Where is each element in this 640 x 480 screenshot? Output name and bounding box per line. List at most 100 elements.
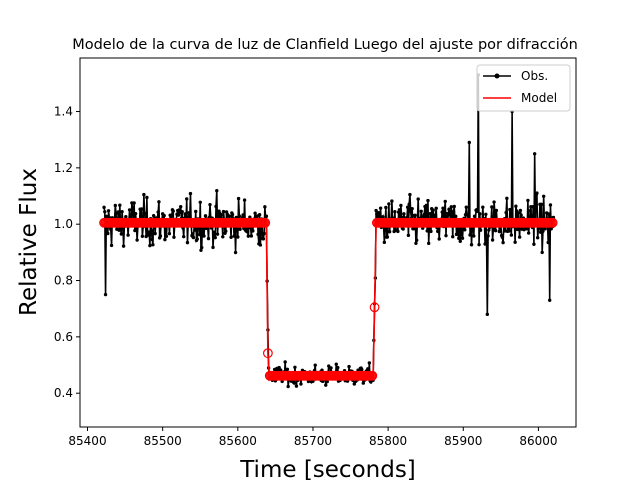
y-tick-label: 0.6 xyxy=(54,330,73,344)
obs-point xyxy=(444,233,448,238)
y-axis-label: Relative Flux xyxy=(16,168,42,316)
obs-point xyxy=(426,198,430,203)
plot-area-frame xyxy=(79,57,577,428)
obs-point xyxy=(508,207,512,212)
obs-point xyxy=(387,202,391,206)
obs-point xyxy=(103,210,107,214)
obs-point xyxy=(121,244,126,248)
obs-point xyxy=(487,228,491,232)
obs-series xyxy=(102,73,556,389)
obs-point xyxy=(185,197,189,201)
obs-point xyxy=(200,245,204,250)
obs-point xyxy=(540,250,544,255)
obs-point xyxy=(546,240,550,245)
obs-point xyxy=(148,243,152,248)
obs-point xyxy=(478,212,482,216)
obs-point xyxy=(504,210,508,215)
obs-point xyxy=(452,204,456,209)
obs-point xyxy=(548,298,552,302)
obs-point xyxy=(424,215,428,219)
legend: Obs. Model xyxy=(476,64,571,112)
y-tick-label: 0.8 xyxy=(54,274,73,288)
obs-point xyxy=(525,227,529,231)
obs-point xyxy=(500,235,505,240)
obs-point xyxy=(242,198,247,202)
obs-point xyxy=(516,211,520,215)
obs-point xyxy=(156,210,160,214)
obs-point xyxy=(236,196,241,201)
obs-point xyxy=(203,214,208,218)
obs-point xyxy=(465,212,469,217)
obs-point xyxy=(194,209,198,214)
obs-point xyxy=(458,239,462,243)
obs-point xyxy=(251,229,255,233)
obs-point xyxy=(202,234,206,238)
obs-point xyxy=(132,201,136,205)
obs-point xyxy=(399,203,403,208)
obs-point xyxy=(541,194,546,198)
obs-point xyxy=(485,312,490,317)
obs-point xyxy=(283,360,287,364)
obs-point xyxy=(214,204,218,209)
obs-point xyxy=(185,240,190,245)
obs-point xyxy=(490,205,494,209)
obs-point xyxy=(366,367,370,371)
obs-point xyxy=(535,235,540,240)
obs-point xyxy=(233,250,238,255)
obs-point xyxy=(493,228,498,233)
obs-point xyxy=(509,233,514,237)
obs-point xyxy=(442,209,447,213)
obs-point xyxy=(469,243,474,247)
obs-point xyxy=(390,199,394,203)
obs-point xyxy=(229,235,233,239)
obs-point xyxy=(171,209,175,213)
obs-point xyxy=(109,227,113,232)
obs-point xyxy=(103,292,108,297)
obs-point xyxy=(490,238,495,242)
obs-point xyxy=(393,209,397,214)
obs-point xyxy=(434,206,438,210)
obs-point xyxy=(443,199,447,204)
obs-point xyxy=(140,234,145,238)
obs-point xyxy=(257,213,262,217)
obs-point xyxy=(197,232,202,237)
obs-point xyxy=(225,212,229,216)
x-tick-label: 85700 xyxy=(294,434,332,448)
obs-point xyxy=(532,242,536,246)
obs-point xyxy=(221,235,225,239)
obs-point xyxy=(215,232,220,236)
obs-point xyxy=(329,366,333,370)
obs-point xyxy=(153,231,157,236)
obs-point xyxy=(405,205,410,209)
obs-point xyxy=(385,235,390,239)
x-axis: 85400 85500 85600 85700 85800 85900 86000 xyxy=(68,427,558,448)
model-point xyxy=(367,370,378,381)
model-point xyxy=(260,217,271,228)
obs-point xyxy=(151,242,155,247)
obs-point xyxy=(183,212,187,216)
obs-point xyxy=(547,212,551,216)
obs-point xyxy=(384,205,388,210)
obs-point xyxy=(451,209,456,214)
obs-point xyxy=(411,227,416,231)
obs-point xyxy=(407,202,411,206)
obs-point xyxy=(246,234,251,238)
obs-point xyxy=(433,213,438,217)
obs-point xyxy=(199,248,203,252)
obs-point xyxy=(124,215,128,219)
y-tick-label: 1.4 xyxy=(54,105,73,119)
model-transition-point xyxy=(262,348,273,359)
obs-point xyxy=(106,231,110,236)
x-axis-label: Time [seconds] xyxy=(239,457,416,480)
obs-point xyxy=(208,202,212,207)
obs-point xyxy=(408,209,413,214)
obs-point xyxy=(224,229,228,233)
obs-point xyxy=(450,212,454,216)
obs-point xyxy=(325,379,329,384)
obs-point xyxy=(484,240,489,244)
obs-point xyxy=(472,234,476,238)
obs-point xyxy=(441,206,445,210)
obs-point xyxy=(294,384,299,388)
obs-point xyxy=(109,243,114,248)
obs-point xyxy=(481,205,485,209)
